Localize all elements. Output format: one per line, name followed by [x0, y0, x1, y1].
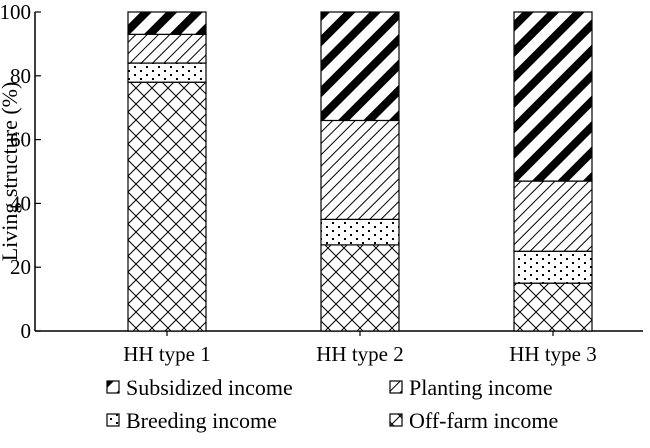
- legend-swatch: [389, 380, 403, 394]
- bar-segment-subsidized-income: [127, 11, 207, 35]
- bar-segment-off-farm-income: [513, 282, 593, 332]
- x-tick-label: HH type 3: [509, 342, 597, 366]
- legend: Subsidized income Planting income Breeding…: [106, 375, 558, 433]
- x-tick-label: HH type 2: [316, 342, 404, 366]
- bar-segment-planting-income: [513, 180, 593, 252]
- bars: [127, 11, 593, 332]
- bar-segment-breeding-income: [513, 250, 593, 284]
- y-tick-label: 60: [10, 128, 31, 152]
- y-axis-title: Living structure (%): [0, 82, 22, 262]
- legend-label: Off-farm income: [409, 408, 558, 433]
- bar-segment-off-farm-income: [320, 244, 400, 332]
- bar-segment-planting-income: [127, 33, 207, 64]
- y-tick-label: 0: [21, 319, 32, 343]
- x-tick-label: HH type 1: [123, 342, 211, 366]
- legend-swatch: [389, 413, 403, 427]
- legend-label: Breeding income: [126, 408, 277, 433]
- bar-segment-breeding-income: [127, 62, 207, 83]
- legend-swatch: [106, 380, 120, 394]
- bar-segment-planting-income: [320, 119, 400, 220]
- y-tick-label: 20: [10, 255, 31, 279]
- bar-segment-off-farm-income: [127, 81, 207, 332]
- legend-swatch: [106, 413, 120, 427]
- y-tick-label: 40: [10, 191, 31, 215]
- legend-label: Subsidized income: [126, 375, 293, 400]
- bar-segment-subsidized-income: [320, 11, 400, 122]
- y-tick-label: 100: [0, 0, 31, 24]
- bar-segment-breeding-income: [320, 218, 400, 246]
- bar-segment-subsidized-income: [513, 11, 593, 182]
- y-tick-label: 80: [10, 64, 31, 88]
- legend-label: Planting income: [409, 375, 553, 400]
- tick-labels: 0 20 40 60 80 100 Living structure (%) HH type …: [0, 0, 597, 366]
